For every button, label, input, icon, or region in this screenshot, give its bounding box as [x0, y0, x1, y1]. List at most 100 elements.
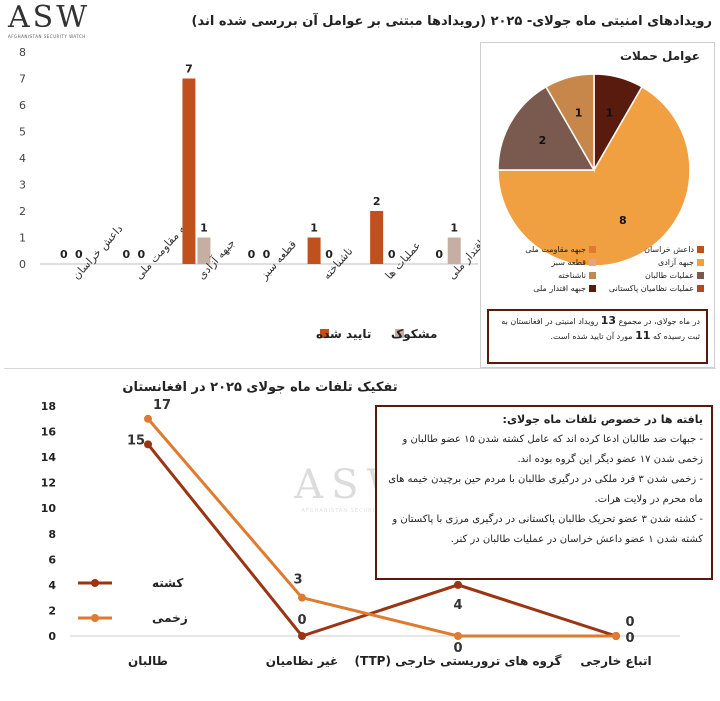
bar-value-label: 0: [435, 248, 443, 261]
legend-marker: [91, 579, 99, 587]
series-point: [144, 440, 152, 449]
bar-value-label: 2: [373, 195, 381, 208]
pie-legend-item: جبهه آزادی: [658, 258, 704, 267]
point-value-label: 15: [127, 433, 145, 448]
bar-value-label: 1: [310, 222, 318, 235]
summary-confirmed: 11: [635, 329, 651, 342]
pie-legend-label: جبهه آزادی: [657, 258, 694, 267]
y-tick-label: 0: [19, 258, 26, 271]
legend-label: تایید شده: [316, 327, 371, 341]
y-tick-label: 1: [19, 232, 26, 245]
logo-text: ASW: [8, 0, 91, 35]
legend-swatch: [697, 285, 704, 292]
bar-value-label: 0: [138, 248, 146, 261]
pie-legend-item: داعش خراسان: [644, 245, 704, 254]
legend-swatch: [697, 272, 704, 279]
y-tick-label: 16: [41, 426, 57, 439]
finding-item-2: - زخمی شدن ۳ فرد ملکی در درگیری طالبان ب…: [388, 474, 703, 505]
y-tick-label: 14: [41, 451, 57, 464]
point-value-label: 0: [625, 631, 634, 646]
section-divider: [4, 368, 716, 369]
bar-value-label: 0: [248, 248, 256, 261]
pie-legend-label: جبهه اقتدار ملی: [533, 284, 586, 293]
pie-value-label: 1: [606, 107, 614, 120]
line-chart-title: تفکیک تلفات ماه جولای ۲۰۲۵ در افغانستان: [122, 380, 398, 395]
legend-swatch: [320, 329, 329, 338]
point-value-label: 0: [453, 641, 462, 656]
bar: [447, 237, 461, 264]
finding-item-3: - کشته شدن ۳ عضو تحریک طالبان پاکستانی د…: [392, 514, 703, 545]
pie-title: عوامل حملات: [619, 49, 700, 63]
y-tick-label: 10: [41, 502, 57, 515]
legend-swatch: [589, 272, 596, 279]
y-tick-label: 18: [41, 400, 56, 413]
legend-swatch: [697, 259, 704, 266]
bar-value-label: 0: [123, 248, 131, 261]
pie-legend-item: ناشناخته: [558, 271, 596, 280]
pie-legend-label: داعش خراسان: [644, 245, 694, 254]
series-point: [612, 632, 620, 640]
legend-label: مشکوک: [391, 327, 437, 342]
bar-value-label: 7: [185, 63, 193, 76]
y-tick-label: 6: [19, 99, 26, 112]
bar-value-label: 1: [450, 222, 458, 235]
x-category-label: طالبان: [128, 654, 168, 668]
bar-value-label: 0: [75, 248, 83, 261]
bar-value-label: 1: [200, 222, 208, 235]
pie-value-label: 1: [575, 107, 583, 120]
bar: [182, 78, 196, 264]
y-tick-label: 4: [48, 579, 56, 592]
x-category-label: اتباع خارجی: [580, 654, 651, 668]
pie-legend-item: جبهه اقتدار ملی: [533, 284, 596, 293]
y-tick-label: 2: [48, 604, 56, 617]
bar: [370, 211, 384, 264]
y-tick-label: 0: [48, 630, 56, 643]
pie-slice: [544, 73, 595, 173]
x-category-label: گروه های تروریستی خارجی (TTP): [355, 654, 562, 669]
series-point: [298, 632, 306, 640]
y-tick-label: 6: [48, 553, 56, 566]
summary-text-before: در ماه جولای، در مجموع: [618, 317, 700, 326]
pie-legend-item: عملیات طالبان: [645, 271, 704, 280]
findings-box: یافته ها در خصوص تلفات ماه جولای: - جبها…: [375, 405, 713, 580]
legend-swatch: [395, 329, 404, 338]
legend-marker: [91, 614, 99, 622]
summary-note: در ماه جولای، در مجموع 13 رویداد امنیتی …: [487, 309, 708, 364]
legend-swatch: [697, 246, 704, 253]
pie-value-label: 8: [619, 214, 627, 227]
point-value-label: 0: [625, 615, 634, 630]
point-value-label: 0: [297, 613, 306, 628]
bar-value-label: 0: [325, 248, 333, 261]
pie-legend-item: جبهه مقاومت ملی: [525, 245, 596, 254]
top-chart-title: رویدادهای امنیتی ماه جولای- ۲۰۲۵ (رویداد…: [191, 14, 713, 29]
summary-count: 13: [600, 314, 617, 327]
series-point: [454, 632, 462, 640]
finding-item-1: - جبهات ضد طالبان ادعا کرده اند که عامل …: [402, 434, 703, 465]
point-value-label: 3: [293, 573, 302, 588]
logo-subtitle: AFGHANISTAN SECURITY WATCH: [8, 34, 86, 39]
y-tick-label: 5: [19, 126, 26, 139]
pie-legend-item: قطعه سبز: [551, 258, 596, 267]
legend-swatch: [589, 259, 596, 266]
bar-value-label: 0: [263, 248, 271, 261]
y-tick-label: 3: [19, 179, 26, 192]
asw-logo: ASW AFGHANISTAN SECURITY WATCH: [8, 0, 91, 40]
pie-slice: [497, 85, 596, 171]
pie-legend-label: ناشناخته: [558, 271, 586, 280]
bar-value-label: 0: [60, 248, 68, 261]
bar: [307, 237, 321, 264]
legend-swatch: [589, 246, 596, 253]
point-value-label: 17: [153, 398, 171, 413]
y-tick-label: 8: [48, 528, 56, 541]
point-value-label: 4: [453, 598, 462, 613]
y-tick-label: 7: [19, 73, 26, 86]
series-point: [298, 593, 306, 602]
series-point: [144, 414, 152, 423]
findings-title: یافته ها در خصوص تلفات ماه جولای:: [502, 413, 703, 426]
summary-text-middle: رویداد امنیتی در افغانستان به ثبت رسیده …: [501, 317, 700, 341]
y-tick-label: 8: [19, 46, 26, 59]
pie-legend-label: قطعه سبز: [551, 258, 586, 267]
pie-legend-label: عملیات طالبان: [645, 271, 694, 280]
